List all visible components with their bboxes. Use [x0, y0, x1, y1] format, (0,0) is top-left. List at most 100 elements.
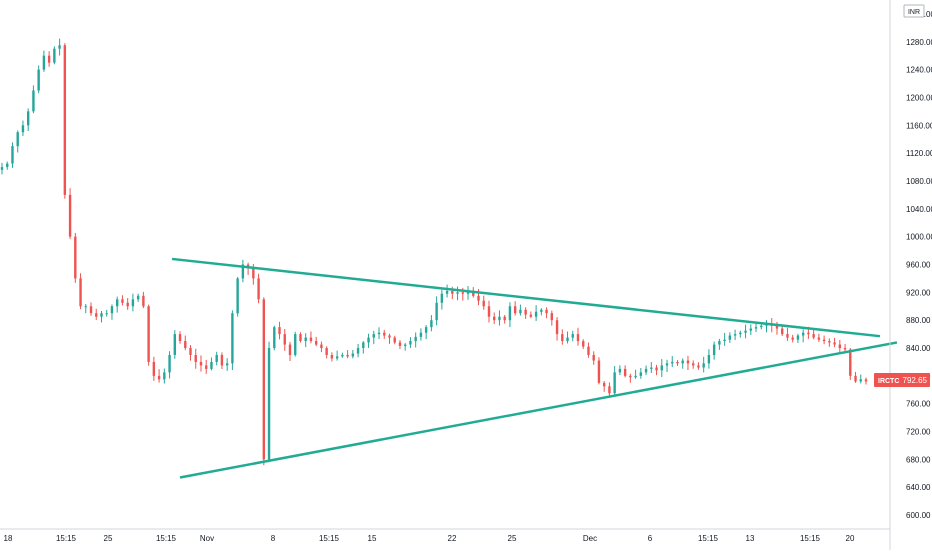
- candle-body: [781, 328, 784, 335]
- time-axis[interactable]: 18 15:15 25 15:15 Nov 8 15:15 15 22 25 Dec 6 15:15 13…: [4, 534, 855, 543]
- candle-body: [456, 292, 459, 294]
- candle-body: [341, 354, 344, 357]
- candle: [445, 284, 449, 298]
- candle-body: [482, 300, 485, 307]
- candle: [692, 360, 695, 369]
- candle: [508, 302, 512, 328]
- candle-body: [739, 332, 742, 335]
- candle-body: [409, 341, 412, 345]
- price-tick-label: 1240.00: [906, 66, 932, 75]
- price-tick-label: 1160.00: [906, 121, 932, 130]
- candle-body: [796, 335, 800, 340]
- candle: [833, 337, 836, 348]
- candle-body: [602, 382, 606, 387]
- candle: [84, 303, 87, 314]
- candle: [733, 329, 737, 341]
- candle-body: [786, 334, 789, 338]
- candle-body: [367, 337, 370, 343]
- price-tick-label: 640.00: [906, 483, 931, 492]
- candle: [199, 355, 203, 372]
- candle-body: [121, 299, 124, 303]
- candle-body: [529, 314, 533, 317]
- candle: [712, 341, 716, 360]
- candle: [786, 327, 789, 341]
- candle: [267, 341, 271, 463]
- candle-body: [136, 295, 140, 300]
- candle-body: [152, 361, 156, 376]
- candle-body: [754, 327, 758, 329]
- trendline-upper[interactable]: [171, 257, 881, 338]
- candle-body: [383, 332, 386, 336]
- candle: [246, 262, 250, 275]
- candle-body: [634, 375, 637, 378]
- candle: [215, 351, 218, 366]
- candle-body: [681, 360, 684, 364]
- candle-body: [608, 386, 611, 394]
- candle: [142, 291, 145, 309]
- candle: [288, 341, 292, 362]
- candle-body: [828, 341, 831, 343]
- candle: [576, 327, 580, 346]
- candle: [173, 330, 176, 359]
- candle-body: [807, 332, 810, 335]
- candle: [817, 333, 821, 342]
- trendline-lower[interactable]: [179, 341, 898, 479]
- candle: [110, 304, 114, 320]
- candle: [178, 331, 182, 344]
- candle-body: [472, 290, 475, 296]
- price-axis[interactable]: 600.00640.00680.00720.00760.00800.00840.…: [906, 10, 932, 520]
- candle-body: [613, 372, 616, 394]
- candle-body: [63, 45, 67, 195]
- candle-body: [346, 354, 349, 357]
- candle: [650, 362, 653, 374]
- candle: [828, 338, 831, 347]
- price-tick-label: 1280.00: [906, 38, 932, 47]
- price-tick-label: 1120.00: [906, 149, 932, 158]
- candle-body: [89, 306, 93, 314]
- candle-body: [288, 344, 292, 355]
- candle-body: [697, 365, 700, 368]
- candle: [220, 352, 224, 370]
- candle: [765, 320, 768, 333]
- candle-body: [660, 365, 663, 371]
- candle: [644, 365, 648, 376]
- candle-body: [388, 335, 391, 338]
- candle-body: [445, 290, 449, 294]
- candle: [393, 335, 396, 345]
- candle: [702, 356, 705, 373]
- candle: [26, 108, 30, 132]
- candle-body: [733, 334, 737, 336]
- candle: [351, 349, 355, 359]
- candle-body: [335, 356, 339, 359]
- time-tick-label: 15:15: [800, 534, 821, 543]
- candle-body: [252, 267, 255, 279]
- candle-body: [267, 348, 271, 460]
- candle-body: [760, 325, 763, 328]
- time-tick-label: 8: [271, 534, 276, 543]
- candle-body: [859, 379, 862, 382]
- candle: [6, 161, 9, 170]
- candle: [325, 346, 328, 359]
- candle: [398, 340, 402, 350]
- candle: [320, 341, 323, 353]
- candle-body: [744, 330, 747, 333]
- candle-body: [477, 295, 480, 301]
- candle-body: [215, 354, 218, 362]
- candle: [210, 357, 213, 371]
- candle-body: [561, 334, 564, 342]
- candle-body: [587, 346, 590, 355]
- candle: [388, 333, 391, 344]
- price-tick-label: 720.00: [906, 428, 931, 437]
- price-tick-label: 1000.00: [906, 233, 932, 242]
- candle-body: [257, 278, 260, 300]
- candle-body: [728, 335, 732, 340]
- candle-body: [702, 363, 705, 368]
- candle-body: [351, 353, 355, 357]
- candle-body: [398, 342, 402, 346]
- candle: [859, 374, 862, 384]
- price-tick-label: 680.00: [906, 455, 931, 464]
- price-tick-label: 960.00: [906, 261, 931, 270]
- candle: [534, 305, 538, 321]
